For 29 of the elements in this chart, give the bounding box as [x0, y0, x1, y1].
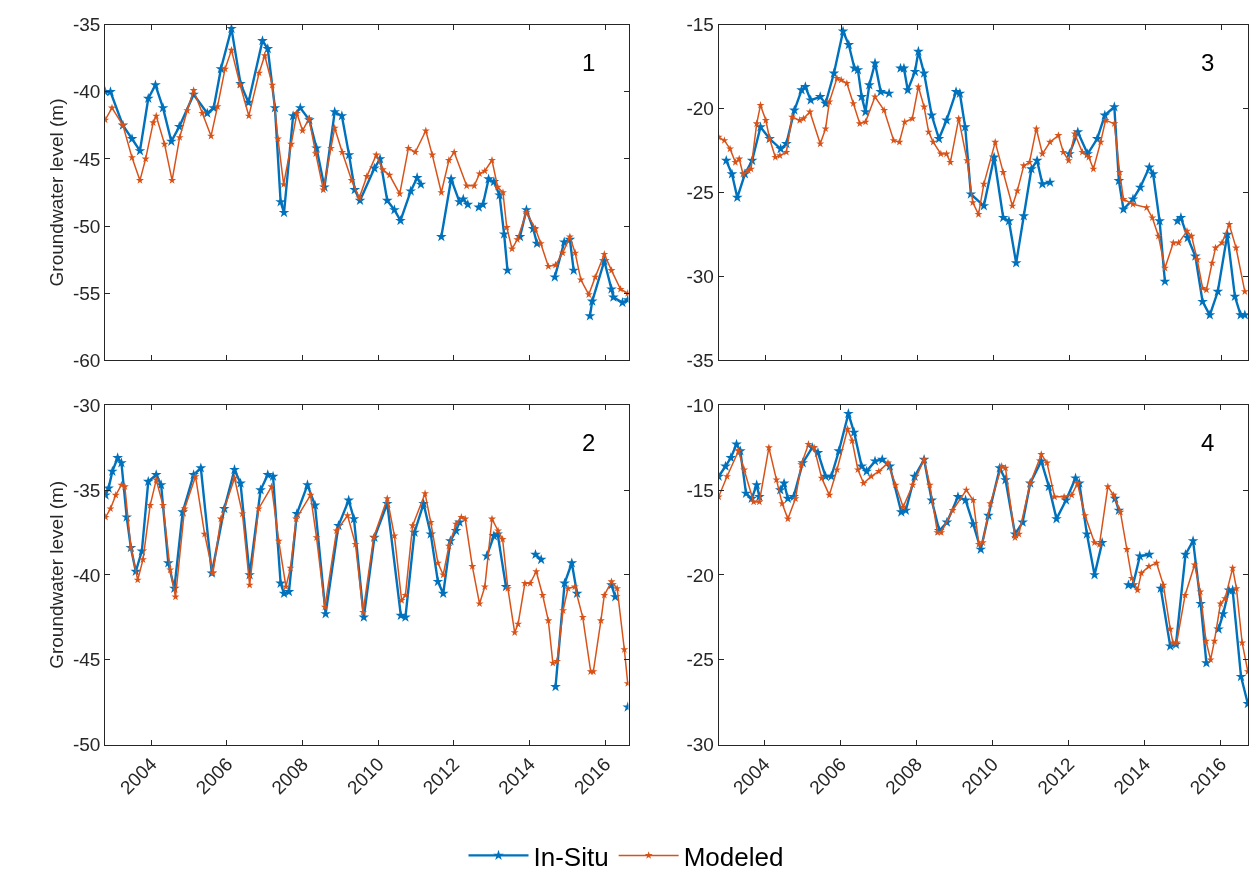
annotation: 2 [582, 429, 596, 456]
y-tick-label: -50 [72, 215, 101, 237]
y-axis-title: Groundwater level (m) [45, 98, 67, 287]
legend-label: In-Situ [533, 841, 609, 872]
y-tick-label: -45 [72, 148, 101, 170]
y-tick-label: -25 [686, 182, 714, 204]
y-tick-label: -15 [686, 479, 714, 501]
y-tick-label: -60 [72, 350, 101, 372]
annotation: 3 [1201, 49, 1215, 76]
annotation: 1 [582, 49, 596, 76]
annotation: 4 [1201, 429, 1215, 456]
y-tick-label: -20 [686, 564, 714, 586]
y-tick-label: -25 [686, 649, 714, 671]
y-tick-label: -40 [72, 81, 101, 103]
y-tick-label: -15 [686, 14, 714, 36]
y-axis-title: Groundwater level (m) [45, 480, 67, 669]
y-tick-label: -40 [72, 564, 101, 586]
y-tick-label: -35 [72, 479, 101, 501]
y-tick-label: -30 [72, 394, 101, 416]
y-tick-label: -45 [72, 649, 101, 671]
y-tick-label: -50 [72, 734, 101, 756]
y-tick-label: -35 [72, 14, 101, 36]
y-tick-label: -10 [686, 394, 714, 416]
y-tick-label: -35 [686, 350, 714, 372]
y-tick-label: -30 [686, 734, 714, 756]
y-tick-label: -20 [686, 98, 714, 120]
y-tick-label: -30 [686, 266, 714, 288]
y-tick-label: -55 [72, 282, 101, 304]
legend-label: Modeled [683, 841, 784, 872]
